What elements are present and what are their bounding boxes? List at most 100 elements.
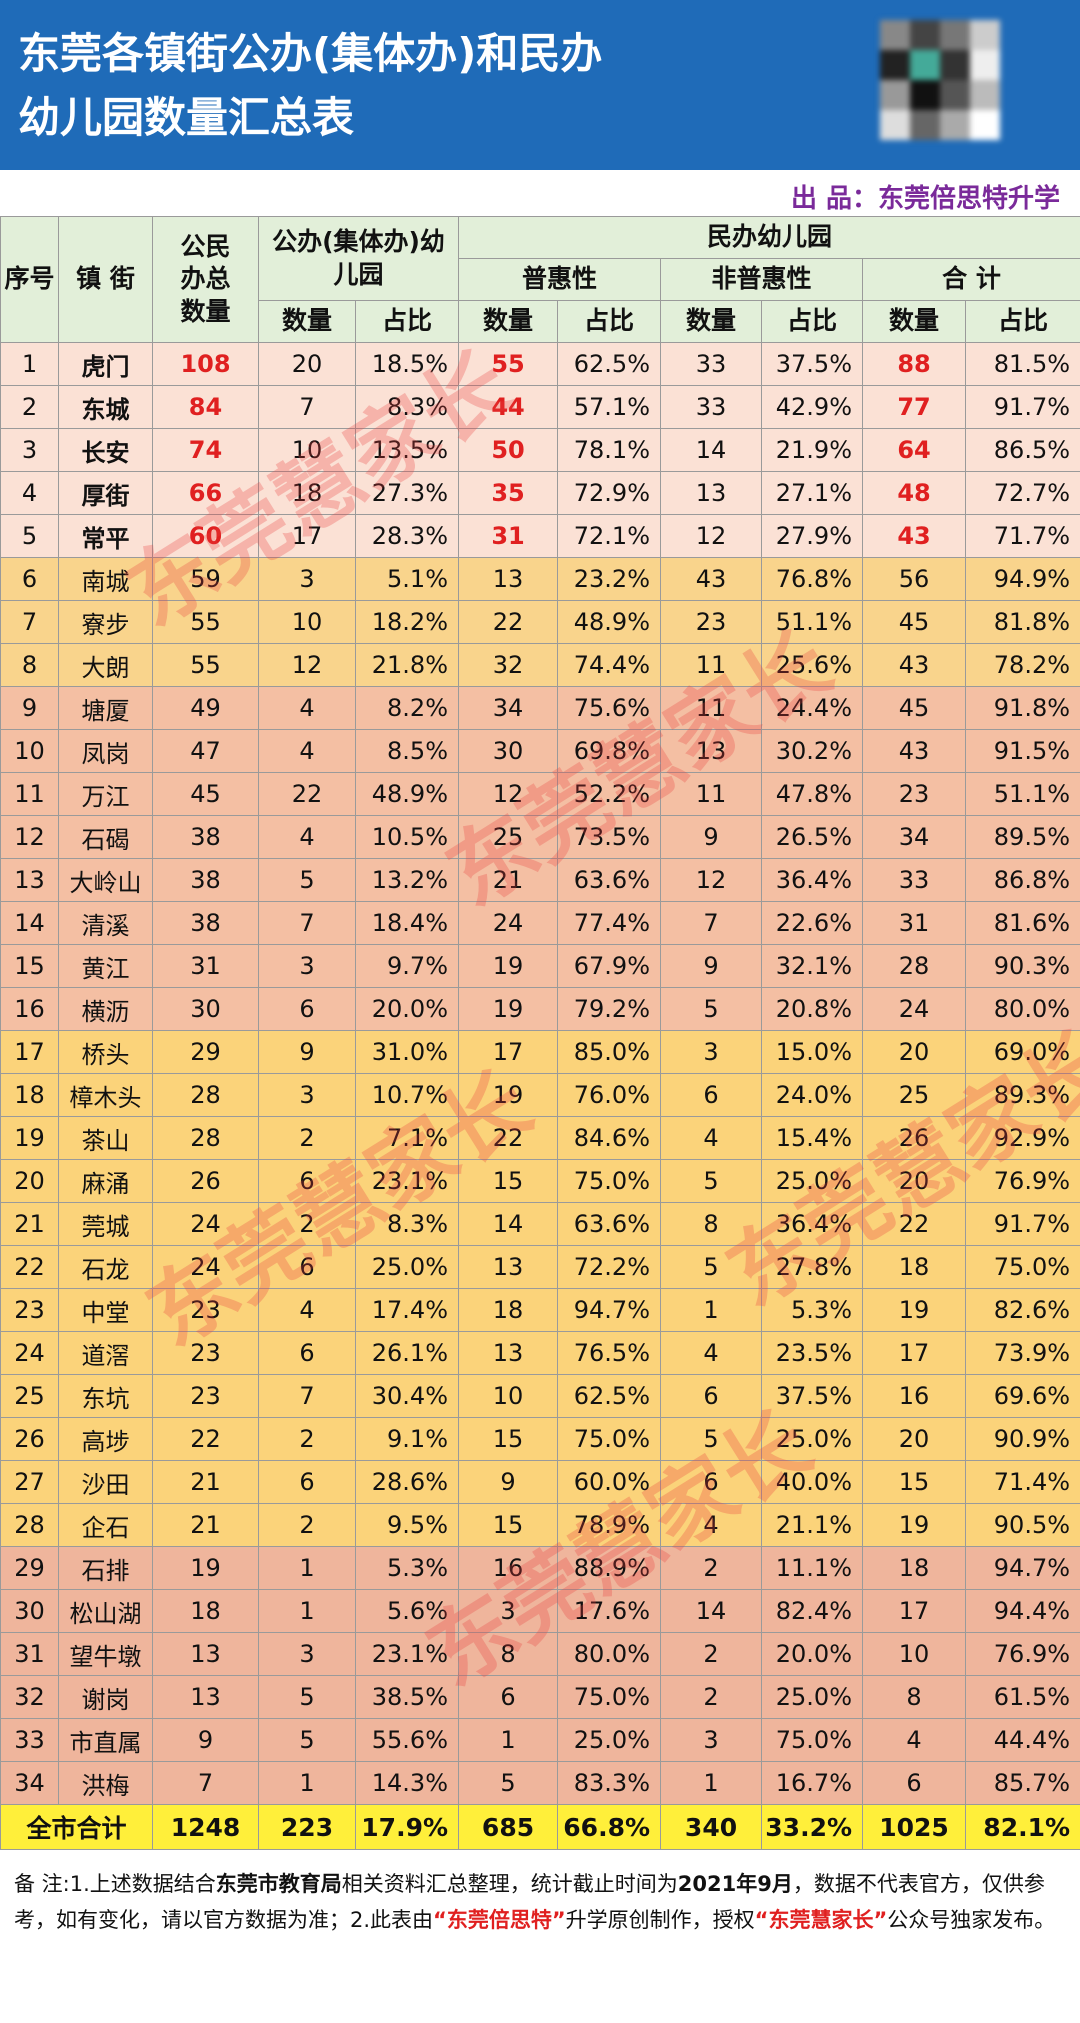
table-cell: 28.3% bbox=[354, 514, 460, 558]
table-cell: 13.5% bbox=[354, 428, 460, 472]
table-cell: 63.6% bbox=[557, 1202, 662, 1246]
table-cell: 44.4% bbox=[965, 1718, 1080, 1762]
table-cell: 1248 bbox=[152, 1804, 259, 1850]
table-cell: 26.1% bbox=[354, 1331, 460, 1375]
table-cell: 麻涌 bbox=[58, 1159, 153, 1203]
table-cell: 94.4% bbox=[965, 1589, 1080, 1633]
table-cell: 21 bbox=[0, 1202, 59, 1246]
table-cell: 19 bbox=[0, 1116, 59, 1160]
table-cell: 13 bbox=[458, 1245, 559, 1289]
table-row: 8 大朗 55 12 21.8% 32 74.4% 11 25.6% 43 78.2% bbox=[0, 643, 1080, 687]
table-cell: 11 bbox=[660, 643, 763, 687]
table-cell: 29 bbox=[152, 1030, 259, 1074]
header-band: 东莞各镇街公办(集体办)和民办 幼儿园数量汇总表 bbox=[0, 0, 1080, 170]
table-row: 10 凤岗 47 4 8.5% 30 69.8% 13 30.2% 43 91.5% bbox=[0, 729, 1080, 773]
table-cell: 17.6% bbox=[557, 1589, 662, 1633]
table-row: 6 南城 59 3 5.1% 13 23.2% 43 76.8% 56 94.9% bbox=[0, 557, 1080, 601]
table-cell: 33 bbox=[660, 385, 763, 429]
table-cell: 25 bbox=[458, 815, 559, 859]
table-cell: 24 bbox=[152, 1202, 259, 1246]
title-line: 幼儿园数量汇总表 bbox=[18, 93, 355, 142]
table-cell: 61.5% bbox=[965, 1675, 1080, 1719]
header-cell: 序号 bbox=[0, 216, 59, 343]
table-cell: 厚街 bbox=[58, 471, 153, 515]
table-cell: 4 bbox=[258, 729, 356, 773]
table-cell: 75.6% bbox=[557, 686, 662, 730]
table-cell: 石排 bbox=[58, 1546, 153, 1590]
table-cell: 5 bbox=[258, 858, 356, 902]
table-cell: 69.8% bbox=[557, 729, 662, 773]
table-row: 4 厚街 66 18 27.3% 35 72.9% 13 27.1% 48 72.7% bbox=[0, 471, 1080, 515]
table-cell: 80.0% bbox=[557, 1632, 662, 1676]
table-cell: 36.4% bbox=[761, 1202, 864, 1246]
header-cell: 非普惠性 bbox=[660, 258, 864, 301]
footnote-text: 相关资料汇总整理，统计截止时间为 bbox=[341, 1872, 678, 1896]
table-cell: 29 bbox=[0, 1546, 59, 1590]
table-cell: 大岭山 bbox=[58, 858, 153, 902]
table-row: 7 寮步 55 10 18.2% 22 48.9% 23 51.1% 45 81.8% bbox=[0, 600, 1080, 644]
table-cell: 9 bbox=[660, 944, 763, 988]
table-cell: 15 bbox=[0, 944, 59, 988]
table-cell: 79.2% bbox=[557, 987, 662, 1031]
table-cell: 24.4% bbox=[761, 686, 864, 730]
qr-code bbox=[880, 20, 1000, 140]
table-cell: 21 bbox=[458, 858, 559, 902]
table-cell: 南城 bbox=[58, 557, 153, 601]
table-cell: 40.0% bbox=[761, 1460, 864, 1504]
table-cell: 45 bbox=[862, 686, 967, 730]
table-cell: 28.6% bbox=[354, 1460, 460, 1504]
table-cell: 15.0% bbox=[761, 1030, 864, 1074]
table-cell: 1 bbox=[258, 1546, 356, 1590]
table-cell: 25.6% bbox=[761, 643, 864, 687]
table-cell: 2 bbox=[258, 1417, 356, 1461]
table-cell: 27 bbox=[0, 1460, 59, 1504]
table-cell: 69.0% bbox=[965, 1030, 1080, 1074]
table-cell: 88 bbox=[862, 342, 967, 386]
header-cell: 合 计 bbox=[862, 258, 1080, 301]
table-cell: 15 bbox=[458, 1417, 559, 1461]
table-cell: 77.4% bbox=[557, 901, 662, 945]
footnote-text: 2021年9月 bbox=[677, 1872, 793, 1896]
table-cell: 64 bbox=[862, 428, 967, 472]
table-cell: 23.5% bbox=[761, 1331, 864, 1375]
table-cell: 石龙 bbox=[58, 1245, 153, 1289]
table-cell: 18 bbox=[862, 1546, 967, 1590]
table-cell: 9 bbox=[152, 1718, 259, 1762]
table-cell: 11 bbox=[660, 772, 763, 816]
table-cell: 17.9% bbox=[354, 1804, 460, 1850]
table-cell: 19 bbox=[152, 1546, 259, 1590]
table-cell: 21 bbox=[152, 1460, 259, 1504]
table-cell: 10 bbox=[0, 729, 59, 773]
table-cell: 桥头 bbox=[58, 1030, 153, 1074]
table-row: 25 东坑 23 7 30.4% 10 62.5% 6 37.5% 16 69.6% bbox=[0, 1374, 1080, 1418]
table-cell: 22 bbox=[458, 600, 559, 644]
table-cell: 14 bbox=[0, 901, 59, 945]
table-row: 14 清溪 38 7 18.4% 24 77.4% 7 22.6% 31 81.6% bbox=[0, 901, 1080, 945]
table-cell: 6 bbox=[258, 1331, 356, 1375]
table-cell: 71.4% bbox=[965, 1460, 1080, 1504]
table-cell: 4 bbox=[258, 686, 356, 730]
table-cell: 340 bbox=[660, 1804, 763, 1850]
table-cell: 5 bbox=[258, 1718, 356, 1762]
table-cell: 18 bbox=[152, 1589, 259, 1633]
table-cell: 5 bbox=[660, 1245, 763, 1289]
table-cell: 16 bbox=[0, 987, 59, 1031]
table-cell: 75.0% bbox=[761, 1718, 864, 1762]
table-cell: 15 bbox=[458, 1503, 559, 1547]
table-cell: 10 bbox=[258, 600, 356, 644]
header-cell: 数量 bbox=[862, 300, 967, 343]
table-cell: 23 bbox=[862, 772, 967, 816]
table-cell: 14.3% bbox=[354, 1761, 460, 1805]
table-cell: 34 bbox=[0, 1761, 59, 1805]
table-cell: 72.7% bbox=[965, 471, 1080, 515]
table-cell: 24.0% bbox=[761, 1073, 864, 1117]
header-cell: 数量 bbox=[258, 300, 356, 343]
table-cell: 223 bbox=[258, 1804, 356, 1850]
table-cell: 8.5% bbox=[354, 729, 460, 773]
table-cell: 22 bbox=[862, 1202, 967, 1246]
table-cell: 寮步 bbox=[58, 600, 153, 644]
table-cell: 31.0% bbox=[354, 1030, 460, 1074]
table-cell: 3 bbox=[660, 1030, 763, 1074]
table-cell: 樟木头 bbox=[58, 1073, 153, 1117]
